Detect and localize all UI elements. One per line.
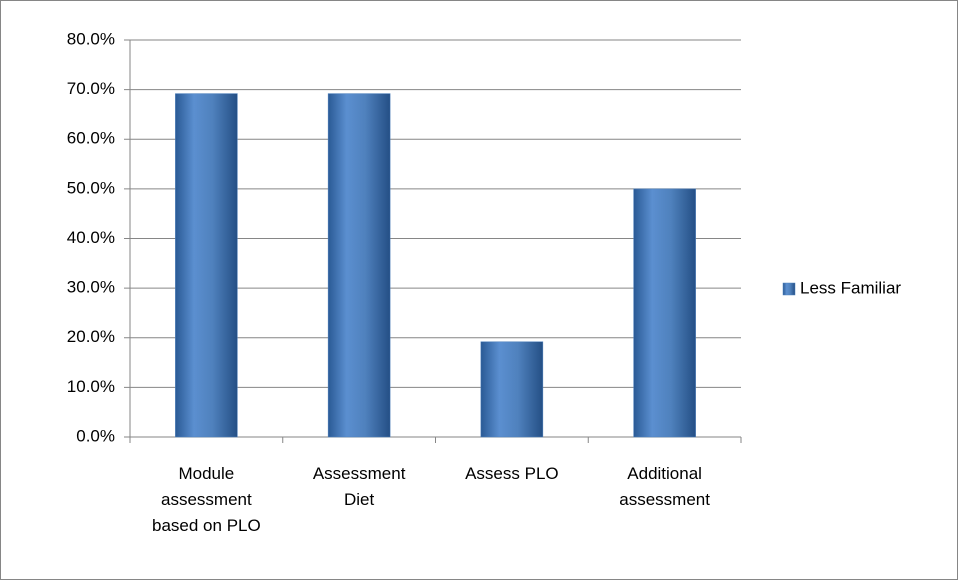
x-tick-label: Module assessment based on PLO (152, 464, 261, 535)
legend-swatch (782, 282, 796, 296)
y-tick-label: 0.0% (76, 426, 115, 445)
y-tick-label: 10.0% (67, 377, 115, 396)
x-tick-label: Assess PLO (465, 464, 559, 483)
y-tick-label: 80.0% (67, 29, 115, 48)
y-tick-label: 60.0% (67, 129, 115, 148)
y-tick-label: 50.0% (67, 178, 115, 197)
x-tick-label: Assessment Diet (313, 464, 406, 509)
bar (480, 341, 544, 438)
y-tick-label: 30.0% (67, 278, 115, 297)
y-tick-label: 70.0% (67, 79, 115, 98)
bar (175, 93, 238, 438)
y-tick-label: 40.0% (67, 228, 115, 247)
legend-label: Less Familiar (800, 278, 901, 297)
bar (327, 93, 391, 438)
bar (633, 188, 696, 438)
x-tick-label: Additional assessment (619, 464, 710, 509)
y-tick-label: 20.0% (67, 327, 115, 346)
